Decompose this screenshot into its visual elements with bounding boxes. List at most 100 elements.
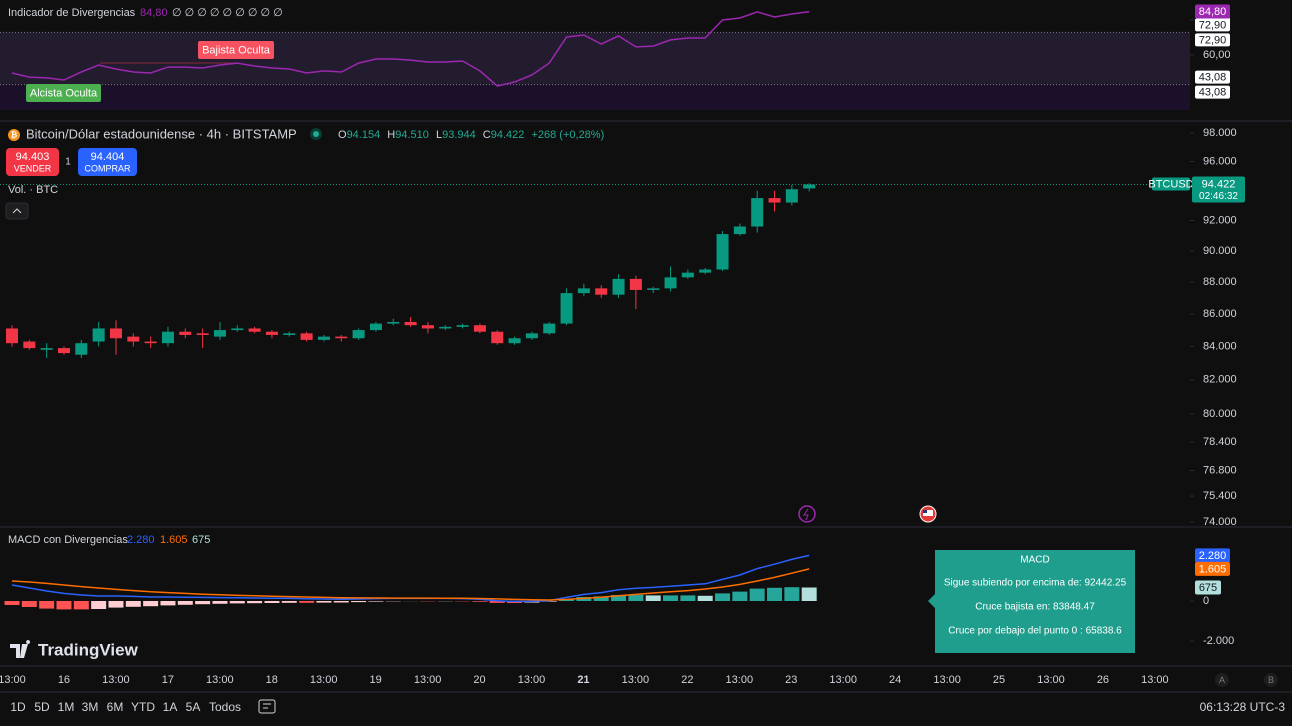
- candle-body: [127, 336, 140, 342]
- last-value-bg: [1195, 548, 1230, 563]
- histogram-value: 675: [192, 534, 210, 546]
- histogram-bar: [611, 595, 627, 601]
- spread: 1: [65, 157, 71, 168]
- divergence-marker-bg: [198, 41, 274, 59]
- candle-body: [421, 325, 434, 329]
- divergence-marker-bg: [26, 84, 101, 102]
- buy-button[interactable]: 94.404 COMPRAR: [78, 148, 137, 176]
- corner-button[interactable]: [1264, 673, 1278, 687]
- ohlc-value: 94.154: [347, 129, 381, 141]
- range-button[interactable]: 3M: [82, 700, 99, 714]
- range-button[interactable]: Todos: [209, 700, 241, 714]
- corner-label[interactable]: B: [1268, 675, 1274, 685]
- macd-tooltip: MACD Sigue subiendo por encima de: 92442…: [928, 550, 1135, 653]
- x-tick-label: 18: [266, 674, 278, 686]
- candle-body: [265, 331, 278, 335]
- histogram-bar: [351, 601, 367, 603]
- candle-body: [404, 321, 417, 326]
- candle-body: [525, 333, 538, 339]
- histogram-bar: [21, 601, 37, 607]
- ohlc-value: 94.510: [395, 129, 429, 141]
- sell-price[interactable]: 94.403: [16, 151, 50, 163]
- range-button[interactable]: 1A: [163, 700, 178, 714]
- sell-label[interactable]: VENDER: [14, 163, 52, 173]
- candle-body: [231, 328, 244, 331]
- candle-body: [300, 333, 313, 340]
- histogram-bar: [680, 595, 696, 601]
- range-button[interactable]: 5A: [186, 700, 201, 714]
- buy-price[interactable]: 94.404: [91, 151, 125, 163]
- histogram-bar: [56, 601, 72, 610]
- sell-button-bg[interactable]: [6, 148, 59, 176]
- candle-body: [248, 328, 261, 332]
- clock[interactable]: 06:13:28 UTC-3: [1200, 700, 1286, 714]
- x-tick-label: 13:00: [1141, 674, 1169, 686]
- x-tick-label: 21: [577, 674, 589, 686]
- tooltip-bg: [928, 550, 1135, 653]
- btc-icon-glyph: ₿: [11, 131, 18, 140]
- divergence-marker: Bajista Oculta: [202, 44, 271, 56]
- histogram-bar: [593, 596, 609, 601]
- histogram-bar: [143, 601, 159, 607]
- tooltip-line: Sigue subiendo por encima de: 92442.25: [944, 578, 1127, 589]
- macd-title[interactable]: MACD con Divergencias: [8, 534, 128, 546]
- y-tick-label: 75.400: [1203, 490, 1237, 502]
- symbol-title[interactable]: Bitcoin/Dólar estadounidense · 4h · BITS…: [26, 126, 297, 141]
- candle-body: [387, 321, 400, 324]
- tooltip-line: Cruce por debajo del punto 0 : 65838.6: [948, 626, 1122, 637]
- candle-body: [612, 278, 625, 295]
- buy-label[interactable]: COMPRAR: [84, 163, 131, 173]
- date-range-icon[interactable]: [258, 699, 276, 714]
- last-price-box: [1192, 176, 1245, 203]
- y-tick-label: 96.000: [1203, 155, 1237, 167]
- volume-label[interactable]: Vol. · BTC: [8, 184, 58, 196]
- btc-icon: [8, 129, 20, 141]
- candle-body: [577, 288, 590, 294]
- indicator-title[interactable]: Indicador de Divergencias: [8, 7, 136, 19]
- histogram-bar: [195, 601, 211, 605]
- range-button[interactable]: 5D: [34, 700, 50, 714]
- logo[interactable]: TradingView: [38, 640, 139, 659]
- candle-body: [785, 189, 798, 203]
- lower-zone: [0, 84, 1190, 110]
- x-tick-label: 20: [473, 674, 485, 686]
- x-tick-label: 13:00: [933, 674, 961, 686]
- level-label-bg: [1195, 33, 1230, 47]
- last-value: 2.280: [1199, 550, 1227, 562]
- candle-body: [647, 288, 660, 290]
- corner-label[interactable]: A: [1219, 675, 1225, 685]
- indicator-value: 84,80: [140, 7, 168, 19]
- histogram-bar: [732, 591, 748, 601]
- histogram-bar: [229, 601, 245, 604]
- histogram-bar: [247, 601, 263, 604]
- collapse-button[interactable]: [5, 202, 29, 220]
- range-button[interactable]: 1D: [10, 700, 26, 714]
- candle-body: [664, 277, 677, 289]
- x-tick-label: 22: [681, 674, 693, 686]
- collapse-icon: [12, 208, 22, 214]
- oscillator-line: [11, 10, 810, 87]
- level-label: 43,08: [1199, 87, 1227, 99]
- buy-button-bg[interactable]: [78, 148, 137, 176]
- histogram-bar: [108, 601, 124, 608]
- corner-button[interactable]: [1215, 673, 1229, 687]
- histogram-bar: [489, 601, 505, 603]
- range-button[interactable]: 1M: [58, 700, 75, 714]
- range-button[interactable]: YTD: [131, 700, 155, 714]
- histogram-bar: [4, 601, 20, 605]
- y-tick-label: 78.400: [1203, 436, 1237, 448]
- x-tick-label: 13:00: [0, 674, 26, 686]
- indicator-na-values: ∅ ∅ ∅ ∅ ∅ ∅ ∅ ∅ ∅: [172, 7, 283, 19]
- flag-glyph: [923, 510, 933, 516]
- toolbar: 1D 5D 1M 3M 6M YTD 1A 5A Todos: [10, 700, 241, 714]
- level-label: 72,90: [1199, 19, 1227, 31]
- event-icon[interactable]: [798, 505, 816, 523]
- candle-body: [213, 330, 226, 337]
- last-price: 94.422: [1202, 178, 1236, 190]
- range-button[interactable]: 6M: [107, 700, 124, 714]
- last-value-bg: [1195, 561, 1230, 576]
- x-tick-label: 13:00: [1037, 674, 1065, 686]
- tooltip-line: Cruce bajista en: 83848.47: [975, 602, 1095, 613]
- sell-button[interactable]: 94.403 VENDER: [6, 148, 59, 176]
- x-tick-label: 19: [370, 674, 382, 686]
